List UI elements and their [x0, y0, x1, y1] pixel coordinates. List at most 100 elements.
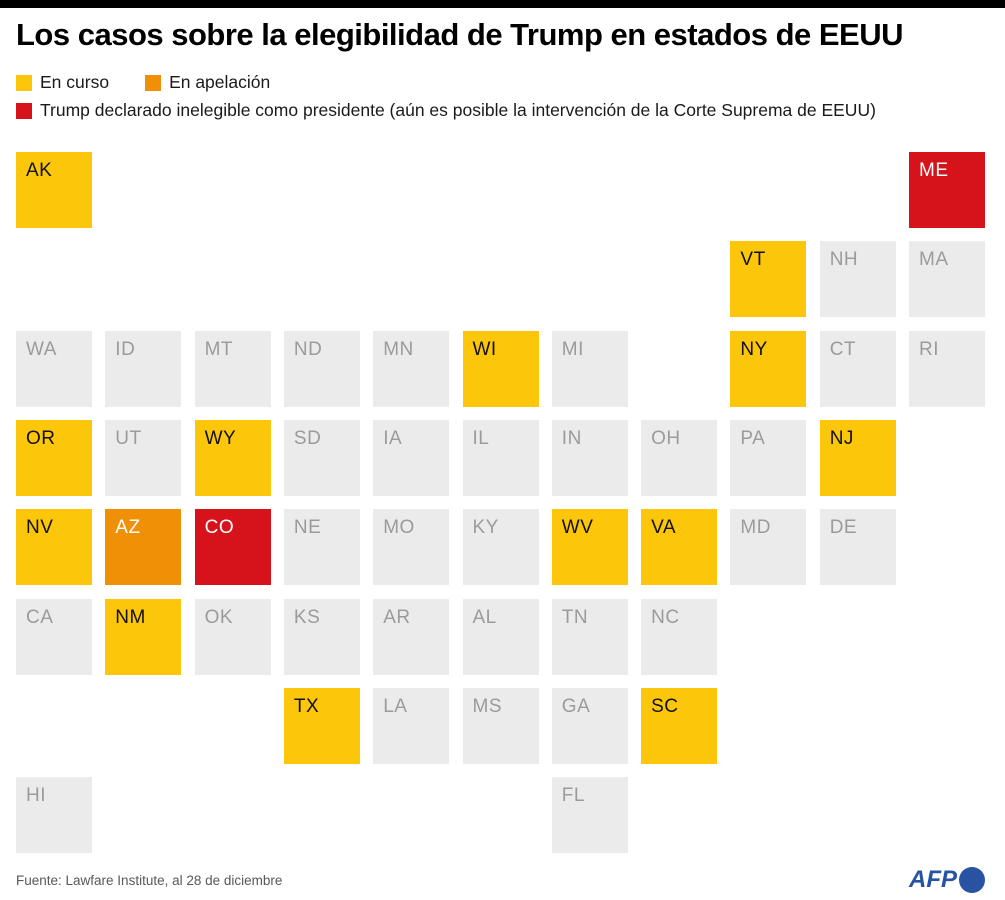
state-tile-de: DE	[819, 509, 896, 586]
state-tile-ga: GA	[551, 687, 628, 764]
state-tile-ky: KY	[462, 509, 539, 586]
state-tile-sc: SC	[641, 687, 718, 764]
page-title: Los casos sobre la elegibilidad de Trump…	[16, 17, 903, 52]
state-label-nc: NC	[651, 606, 680, 628]
top-bar	[0, 0, 1005, 8]
state-label-md: MD	[740, 517, 771, 539]
state-label-mo: MO	[383, 517, 415, 539]
state-label-sc: SC	[651, 695, 679, 717]
state-tile-fl: FL	[551, 777, 628, 854]
state-tile-nm: NM	[105, 598, 182, 675]
state-label-ks: KS	[293, 606, 321, 628]
state-label-al: AL	[472, 606, 497, 628]
state-tile-nd: ND	[283, 330, 360, 407]
state-tile-mt: MT	[194, 330, 271, 407]
state-label-il: IL	[472, 427, 490, 449]
state-label-az: AZ	[115, 517, 141, 539]
state-tile-ri: RI	[909, 330, 985, 407]
state-label-me: ME	[919, 160, 949, 181]
state-tile-mo: MO	[373, 509, 450, 586]
legend-item-en-apelacion: En apelación	[145, 72, 270, 93]
legend-row-1: En curso En apelación	[16, 72, 306, 93]
state-label-fl: FL	[561, 785, 585, 807]
state-tile-co: CO	[194, 509, 271, 586]
state-tile-tn: TN	[551, 598, 628, 675]
state-label-mi: MI	[561, 338, 584, 360]
state-tile-ne: NE	[283, 509, 360, 586]
state-tile-map: AK ME VT NH MA WA ID MT ND MN WI MI NY CT RI OR UT WY SD IA…	[16, 152, 989, 857]
state-label-ak: AK	[26, 160, 53, 181]
state-tile-mn: MN	[373, 330, 450, 407]
state-label-nv: NV	[26, 517, 54, 539]
state-label-nh: NH	[829, 249, 859, 271]
state-label-ri: RI	[919, 338, 939, 360]
afp-logo-text: AFP	[909, 866, 957, 893]
state-tile-wy: WY	[194, 419, 271, 496]
state-label-wv: WV	[561, 517, 594, 539]
state-label-ia: IA	[383, 427, 403, 449]
legend-row-2: Trump declarado inelegible como presiden…	[16, 100, 912, 121]
state-tile-ar: AR	[373, 598, 450, 675]
state-tile-nc: NC	[641, 598, 718, 675]
state-label-ar: AR	[383, 606, 411, 628]
afp-globe-icon	[959, 867, 985, 893]
state-tile-hi: HI	[16, 777, 92, 854]
state-tile-pa: PA	[730, 419, 807, 496]
state-tile-ms: MS	[462, 687, 539, 764]
state-label-vt: VT	[740, 249, 766, 271]
legend-item-en-curso: En curso	[16, 72, 109, 93]
state-label-ms: MS	[472, 695, 502, 717]
state-tile-ma: MA	[909, 241, 985, 318]
state-label-ky: KY	[472, 517, 499, 539]
state-label-nm: NM	[115, 606, 146, 628]
state-tile-nh: NH	[819, 241, 896, 318]
state-tile-al: AL	[462, 598, 539, 675]
state-label-wy: WY	[204, 427, 237, 449]
state-tile-ny: NY	[730, 330, 807, 407]
state-label-nd: ND	[293, 338, 323, 360]
state-tile-la: LA	[373, 687, 450, 764]
state-label-tx: TX	[293, 695, 320, 717]
state-label-oh: OH	[651, 427, 681, 449]
state-label-ne: NE	[293, 517, 322, 539]
state-tile-il: IL	[462, 419, 539, 496]
afp-logo: AFP	[909, 867, 985, 893]
state-label-wa: WA	[26, 338, 57, 360]
state-label-ny: NY	[740, 338, 768, 360]
state-tile-ca: CA	[16, 598, 92, 675]
state-tile-wi: WI	[462, 330, 539, 407]
state-tile-ut: UT	[105, 419, 182, 496]
state-tile-ia: IA	[373, 419, 450, 496]
state-label-co: CO	[204, 517, 235, 539]
state-label-pa: PA	[740, 427, 766, 449]
state-label-nj: NJ	[829, 427, 854, 449]
state-tile-oh: OH	[641, 419, 718, 496]
state-label-wi: WI	[472, 338, 497, 360]
state-label-sd: SD	[293, 427, 322, 449]
state-tile-sd: SD	[283, 419, 360, 496]
state-label-or: OR	[26, 427, 56, 449]
state-tile-mi: MI	[551, 330, 628, 407]
state-tile-tx: TX	[283, 687, 360, 764]
state-label-id: ID	[115, 338, 136, 360]
state-tile-id: ID	[105, 330, 182, 407]
state-tile-ct: CT	[819, 330, 896, 407]
state-tile-wa: WA	[16, 330, 92, 407]
state-tile-vt: VT	[730, 241, 807, 318]
state-tile-md: MD	[730, 509, 807, 586]
state-tile-nj: NJ	[819, 419, 896, 496]
state-tile-in: IN	[551, 419, 628, 496]
state-label-tn: TN	[561, 606, 589, 628]
state-label-in: IN	[561, 427, 582, 449]
legend-swatch-inelegible	[16, 102, 32, 119]
state-label-ok: OK	[204, 606, 234, 628]
state-label-ga: GA	[561, 695, 591, 717]
source-note: Fuente: Lawfare Institute, al 28 de dici…	[16, 872, 283, 888]
legend-swatch-en-apelacion	[145, 74, 162, 91]
state-tile-ok: OK	[194, 598, 271, 675]
state-tile-nv: NV	[16, 509, 92, 586]
legend-item-inelegible: Trump declarado inelegible como presiden…	[16, 100, 876, 121]
state-tile-va: VA	[641, 509, 718, 586]
state-label-mn: MN	[383, 338, 414, 360]
